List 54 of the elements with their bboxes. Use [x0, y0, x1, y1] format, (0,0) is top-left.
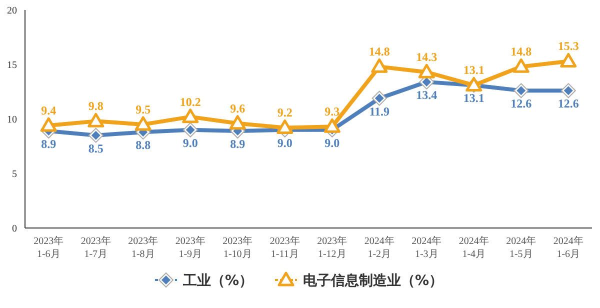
- point: [418, 64, 435, 78]
- data-label: 13.1: [463, 91, 484, 106]
- data-label: 9.2: [277, 106, 292, 120]
- data-label: 12.6: [510, 96, 532, 111]
- data-label: 8.5: [88, 141, 104, 156]
- data-label: 8.8: [136, 138, 151, 152]
- point: [182, 108, 199, 124]
- point: [134, 116, 152, 131]
- data-label: 9.0: [277, 136, 292, 150]
- data-label: 10.2: [180, 94, 201, 109]
- y-tick-label: 10: [7, 114, 17, 126]
- data-label: 15.3: [558, 39, 579, 54]
- point: [88, 112, 104, 128]
- point: [229, 115, 246, 130]
- data-label: 8.9: [41, 136, 56, 151]
- x-tick-label: 2023年 1-10月: [222, 235, 253, 260]
- data-label: 9.0: [182, 136, 198, 150]
- point: [276, 119, 294, 134]
- x-tick-label: 2023年 1-11月: [270, 235, 300, 260]
- x-tick-label: 2023年 1-7月: [80, 235, 111, 260]
- x-tick-label: 2023年 1-9月: [175, 235, 206, 260]
- y-tick-label: 0: [12, 224, 17, 234]
- data-label: 14.3: [416, 50, 438, 64]
- x-tick-label: 2024年 1-5月: [506, 235, 536, 260]
- point: [560, 52, 577, 68]
- data-label: 14.8: [368, 44, 390, 59]
- data-label: 11.9: [369, 104, 390, 118]
- data-label: 9.5: [136, 102, 151, 116]
- data-label: 8.9: [230, 136, 246, 151]
- point: [371, 58, 388, 73]
- x-tick-label: 2023年 1-8月: [128, 235, 158, 260]
- data-label: 9.3: [324, 104, 340, 119]
- x-tick-label: 2023年 1-6月: [34, 235, 64, 260]
- x-tick-label: 2023年 1-12月: [317, 235, 348, 260]
- y-tick-label: 5: [12, 169, 17, 180]
- y-tick-label: 20: [7, 6, 17, 16]
- y-tick-label: 15: [7, 60, 17, 71]
- data-label: 9.0: [324, 136, 340, 150]
- data-label: 9.4: [41, 104, 56, 118]
- data-label: 9.6: [230, 101, 246, 116]
- x-tick-label: 2024年 1-3月: [412, 235, 442, 260]
- data-label: 13.4: [416, 88, 438, 102]
- legend-label: 电子信息制造业（%）: [303, 273, 444, 289]
- data-label: 9.8: [88, 99, 104, 114]
- x-tick-label: 2024年 1-2月: [364, 235, 394, 260]
- point: [40, 117, 57, 132]
- data-label: 14.8: [510, 44, 532, 59]
- point: [512, 58, 530, 73]
- point: [324, 118, 340, 133]
- legend-label: 工业（%）: [182, 273, 254, 289]
- data-label: 13.1: [463, 63, 484, 78]
- x-tick-label: 2024年 1-6月: [553, 235, 584, 260]
- data-label: 12.6: [558, 96, 579, 111]
- x-tick-label: 2024年 1-4月: [458, 235, 489, 260]
